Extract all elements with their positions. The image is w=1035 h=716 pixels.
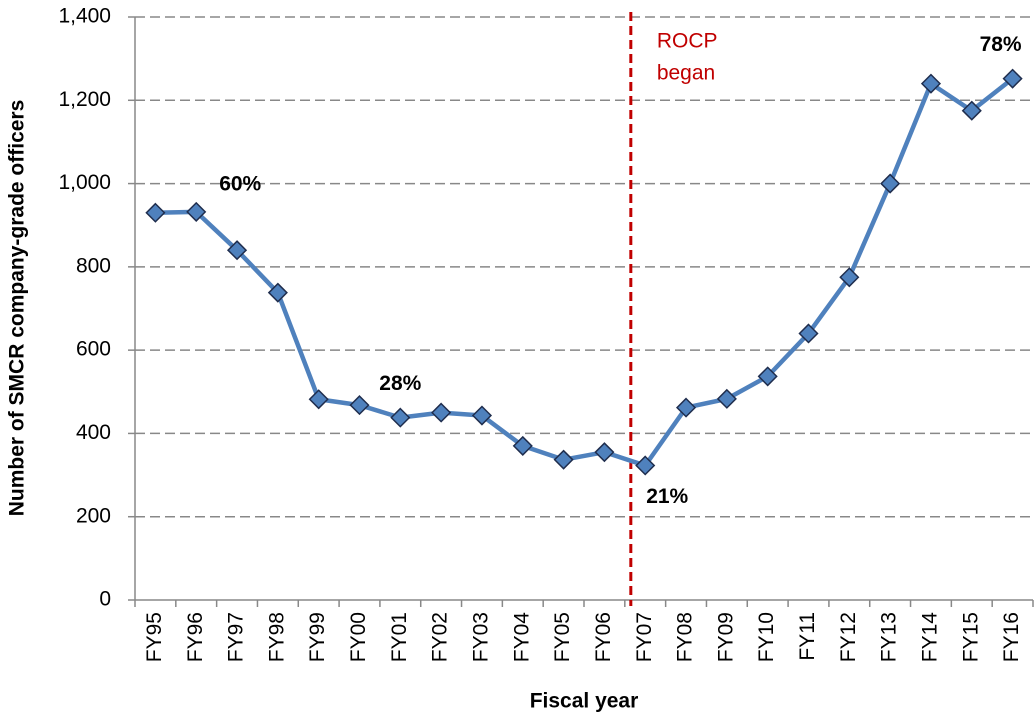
x-tick-label: FY13 xyxy=(878,612,901,662)
marker-label: began xyxy=(657,62,715,85)
y-tick-label: 400 xyxy=(76,421,111,444)
data-point xyxy=(186,201,207,222)
x-tick-label: FY10 xyxy=(755,612,778,662)
data-point xyxy=(716,388,737,409)
data-point xyxy=(675,397,697,418)
data-point xyxy=(226,240,248,261)
x-tick-label: FY06 xyxy=(592,612,615,662)
x-axis-title: Fiscal year xyxy=(530,690,639,713)
data-point xyxy=(757,366,778,387)
data-point xyxy=(839,267,860,288)
x-tick-label: FY02 xyxy=(429,612,452,662)
data-point xyxy=(349,395,370,416)
x-tick-label: FY09 xyxy=(714,612,737,662)
x-tick-label: FY08 xyxy=(674,612,697,662)
annotation: 28% xyxy=(379,372,421,395)
y-tick-label: 800 xyxy=(76,254,111,277)
data-point xyxy=(635,455,656,476)
y-tick-label: 0 xyxy=(99,588,111,611)
x-tick-label: FY11 xyxy=(796,612,819,661)
x-tick-label: FY00 xyxy=(347,612,370,662)
y-axis-title: Number of SMCR company-grade officers xyxy=(6,100,29,517)
x-tick-label: FY16 xyxy=(1000,612,1023,662)
y-tick-label: 1,000 xyxy=(58,171,111,194)
data-point xyxy=(267,282,288,303)
x-tick-label: FY98 xyxy=(265,612,288,662)
x-tick-label: FY15 xyxy=(959,612,982,662)
data-point xyxy=(880,173,901,194)
x-tick-label: FY99 xyxy=(306,612,329,662)
y-tick-label: 1,400 xyxy=(58,5,111,28)
data-point xyxy=(471,405,493,426)
x-tick-label: FY03 xyxy=(470,612,493,662)
annotation: 21% xyxy=(646,485,688,508)
data-point xyxy=(798,323,819,344)
y-tick-label: 200 xyxy=(76,504,111,527)
marker-label: ROCP xyxy=(657,30,718,53)
x-tick-label: FY97 xyxy=(225,612,248,662)
annotation: 78% xyxy=(980,33,1022,56)
data-point xyxy=(594,442,615,463)
x-tick-label: FY95 xyxy=(143,612,166,662)
y-tick-label: 600 xyxy=(76,338,111,361)
data-point xyxy=(920,73,942,94)
x-tick-label: FY07 xyxy=(633,612,656,662)
data-point xyxy=(390,407,411,428)
series-line xyxy=(155,76,1014,468)
x-tick-label: FY14 xyxy=(919,612,942,663)
annotation: 60% xyxy=(219,172,261,195)
y-tick-label: 1,200 xyxy=(58,88,111,111)
data-point xyxy=(553,449,574,470)
x-tick-label: FY01 xyxy=(388,612,411,662)
data-point xyxy=(961,100,982,121)
x-tick-label: FY04 xyxy=(510,612,533,663)
data-point xyxy=(512,435,533,456)
data-point xyxy=(431,402,452,423)
x-tick-label: FY12 xyxy=(837,612,860,662)
data-point xyxy=(1002,68,1023,89)
x-tick-label: FY96 xyxy=(184,612,207,662)
data-point xyxy=(145,202,166,223)
x-tick-label: FY05 xyxy=(551,612,574,662)
data-point xyxy=(308,389,329,410)
